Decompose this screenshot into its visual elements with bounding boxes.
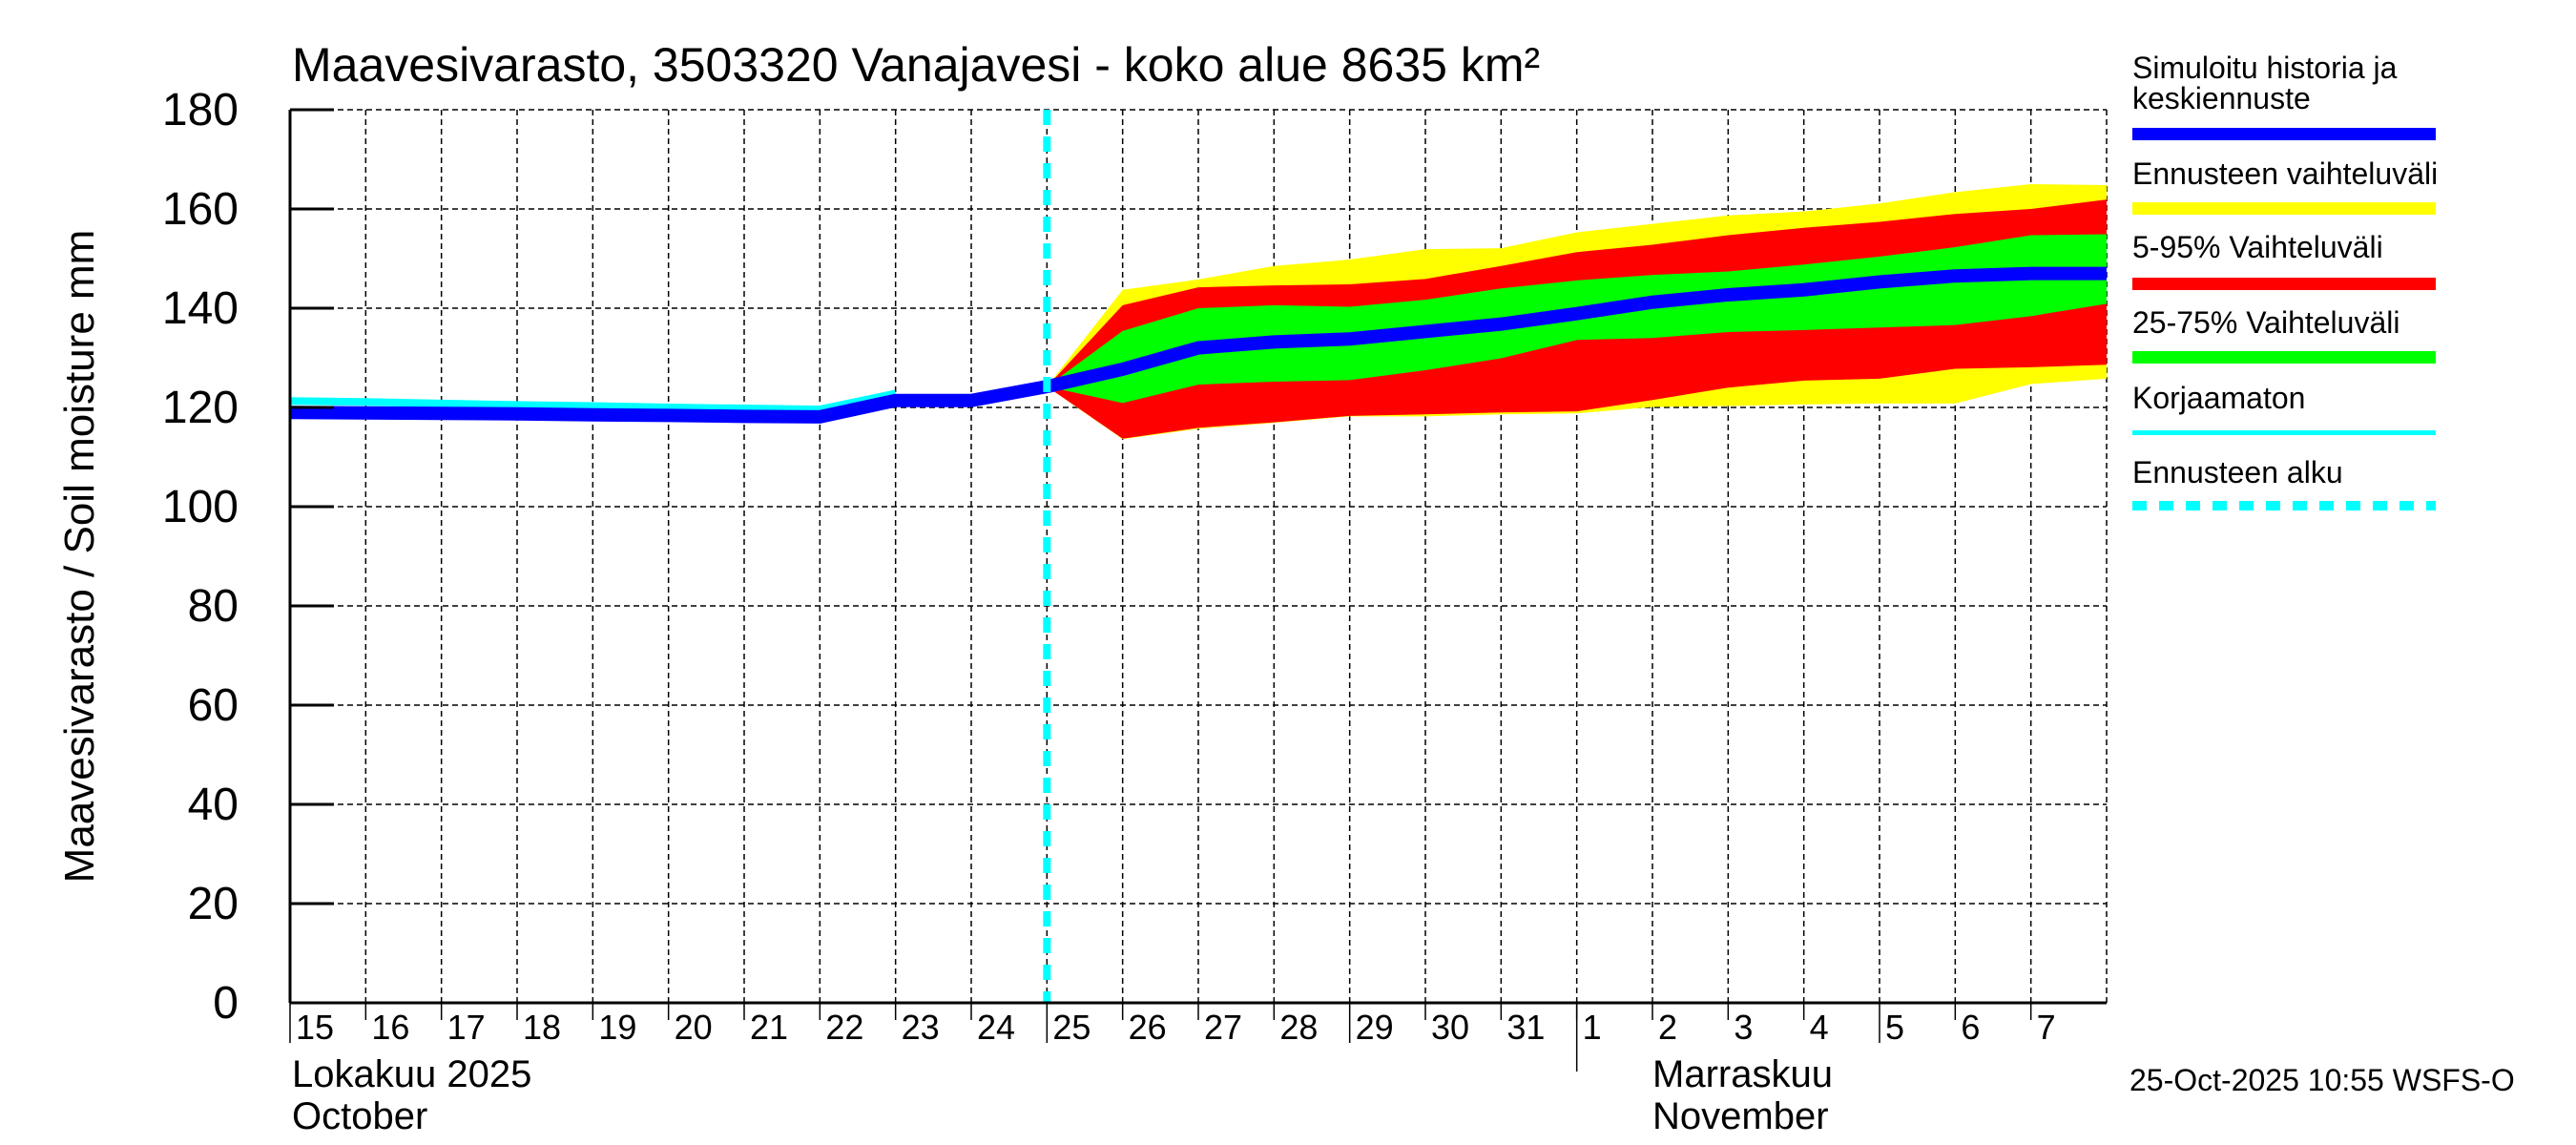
y-tick-label: 100 [162, 482, 239, 532]
y-tick-label: 120 [162, 383, 239, 433]
timestamp: 25-Oct-2025 10:55 WSFS-O [2129, 1063, 2515, 1097]
x-tick-label: 27 [1204, 1008, 1242, 1047]
x-tick-label: 30 [1431, 1008, 1469, 1047]
y-tick-label: 40 [188, 780, 239, 830]
legend-swatch [2132, 351, 2436, 364]
y-tick-label: 180 [162, 85, 239, 135]
x-tick-label: 24 [977, 1008, 1015, 1047]
x-tick-label: 31 [1506, 1008, 1545, 1047]
x-tick-label: 15 [296, 1008, 334, 1047]
legend-swatch [2132, 278, 2436, 290]
y-tick-label: 80 [188, 581, 239, 632]
history-line [289, 380, 1049, 424]
x-tick-label: 4 [1810, 1008, 1829, 1047]
legend: Simuloitu historia ja keskiennuste Ennuste… [2132, 51, 2438, 510]
x-tick-label: 17 [447, 1008, 486, 1047]
month-label-en: October [292, 1095, 427, 1137]
chart-title: Maavesivarasto, 3503320 Vanajavesi - kok… [292, 38, 1540, 92]
legend-label: Korjaamaton [2132, 381, 2305, 415]
legend-swatch [2132, 128, 2436, 140]
x-tick-label: 20 [675, 1008, 713, 1047]
x-tick-label: 28 [1279, 1008, 1318, 1047]
month-label-en: November [1652, 1095, 1829, 1137]
x-tick-labels: 15 16 17 18 19 20 21 22 23 24 25 26 27 28 29 30 31 1 2 3 4 5 6… [296, 1008, 2056, 1047]
forecast-mean-line [1045, 266, 2107, 393]
y-tick-label: 60 [188, 680, 239, 731]
x-tick-label: 1 [1583, 1008, 1602, 1047]
y-tick-label: 140 [162, 283, 239, 334]
x-tick-label: 23 [902, 1008, 940, 1047]
y-tick-label: 0 [213, 978, 239, 1029]
series-lines [289, 110, 2107, 1003]
y-tick-labels: 0 20 40 60 80 100 120 140 160 180 [162, 85, 239, 1029]
x-tick-label: 18 [523, 1008, 561, 1047]
x-tick-label: 22 [825, 1008, 863, 1047]
y-tick-label: 160 [162, 184, 239, 235]
x-tick-label: 19 [598, 1008, 636, 1047]
x-tick-label: 16 [371, 1008, 409, 1047]
x-tick-label: 2 [1658, 1008, 1677, 1047]
x-tick-label: 21 [750, 1008, 788, 1047]
axes [288, 108, 2107, 1072]
y-axis-label: Maavesivarasto / Soil moisture mm [56, 230, 103, 884]
legend-label: Ennusteen vaihteluväli [2132, 156, 2438, 191]
x-tick-label: 29 [1356, 1008, 1394, 1047]
uncorrected-line [289, 389, 897, 414]
legend-label: 25-75% Vaihteluväli [2132, 305, 2399, 340]
x-tick-label: 7 [2037, 1008, 2056, 1047]
month-label-fi: Marraskuu [1652, 1053, 1833, 1095]
legend-label: 5-95% Vaihteluväli [2132, 230, 2383, 264]
x-tick-label: 3 [1734, 1008, 1753, 1047]
legend-label: Simuloitu historia ja keskiennuste [2132, 51, 2398, 115]
x-tick-label: 25 [1052, 1008, 1091, 1047]
y-tick-label: 20 [188, 879, 239, 929]
legend-swatch [2132, 430, 2436, 435]
x-tick-label: 5 [1885, 1008, 1904, 1047]
x-tick-label: 26 [1129, 1008, 1167, 1047]
month-label-fi: Lokakuu 2025 [292, 1053, 531, 1095]
legend-label: Ennusteen alku [2132, 455, 2343, 489]
legend-swatch [2132, 202, 2436, 215]
x-tick-label: 6 [1961, 1008, 1980, 1047]
